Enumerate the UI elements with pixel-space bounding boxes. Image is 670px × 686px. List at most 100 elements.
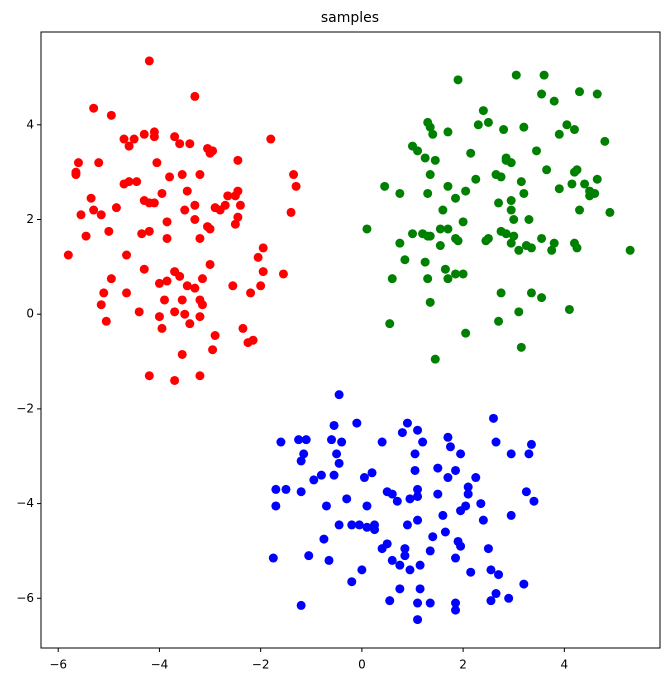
- point: [461, 186, 471, 196]
- point: [352, 418, 362, 428]
- point: [139, 129, 149, 139]
- point: [506, 205, 516, 215]
- point: [367, 468, 377, 478]
- point: [592, 89, 602, 99]
- point: [124, 141, 134, 151]
- point: [418, 437, 428, 447]
- point: [175, 271, 185, 281]
- point: [486, 596, 496, 606]
- point: [276, 437, 286, 447]
- point: [521, 487, 531, 497]
- point: [190, 214, 200, 224]
- point: [170, 375, 180, 385]
- point: [152, 158, 162, 168]
- point: [162, 276, 172, 286]
- point: [483, 117, 493, 127]
- point: [210, 331, 220, 341]
- point: [585, 191, 595, 201]
- point: [195, 312, 205, 322]
- point: [511, 70, 521, 80]
- point: [526, 243, 536, 253]
- point: [190, 283, 200, 293]
- point: [524, 214, 534, 224]
- point: [537, 89, 547, 99]
- point: [395, 238, 405, 248]
- point: [501, 229, 511, 239]
- point: [506, 196, 516, 206]
- point: [104, 226, 114, 236]
- point: [486, 565, 496, 575]
- point: [235, 200, 245, 210]
- y-tick-label: 4: [26, 117, 34, 131]
- point: [175, 139, 185, 149]
- point: [408, 229, 418, 239]
- point: [357, 565, 367, 575]
- point: [514, 245, 524, 255]
- point: [413, 615, 423, 625]
- point: [572, 165, 582, 175]
- point: [253, 252, 263, 262]
- point: [413, 146, 423, 156]
- point: [281, 484, 291, 494]
- chart-title: samples: [321, 10, 379, 26]
- point: [385, 596, 395, 606]
- point: [182, 281, 192, 291]
- point: [473, 120, 483, 130]
- point: [428, 532, 438, 542]
- point: [458, 269, 468, 279]
- point: [380, 181, 390, 191]
- point: [286, 207, 296, 217]
- point: [177, 170, 187, 180]
- point: [309, 475, 319, 485]
- point: [327, 435, 337, 445]
- point: [119, 179, 129, 189]
- plot-frame: [40, 31, 661, 649]
- point: [195, 233, 205, 243]
- point: [195, 170, 205, 180]
- point: [549, 238, 559, 248]
- point: [362, 224, 372, 234]
- point: [496, 172, 506, 182]
- point: [494, 570, 504, 580]
- point: [539, 70, 549, 80]
- point: [304, 551, 314, 561]
- point: [605, 207, 615, 217]
- point: [410, 465, 420, 475]
- point: [483, 544, 493, 554]
- point: [362, 501, 372, 511]
- point: [529, 496, 539, 506]
- point: [569, 125, 579, 135]
- point: [425, 170, 435, 180]
- point: [170, 132, 180, 142]
- point: [395, 584, 405, 594]
- point: [542, 165, 552, 175]
- x-tick-label: 4: [561, 658, 569, 672]
- point: [370, 525, 380, 535]
- point: [180, 309, 190, 319]
- point: [208, 345, 218, 355]
- x-tick-label: −6: [49, 658, 67, 672]
- point: [425, 231, 435, 241]
- point: [496, 288, 506, 298]
- point: [197, 300, 207, 310]
- point: [96, 210, 106, 220]
- point: [101, 316, 111, 326]
- point: [258, 267, 268, 277]
- point: [423, 274, 433, 284]
- point: [463, 489, 473, 499]
- point: [488, 413, 498, 423]
- point: [575, 87, 585, 97]
- point: [554, 184, 564, 194]
- point: [549, 96, 559, 106]
- point: [334, 458, 344, 468]
- point: [144, 371, 154, 381]
- point: [402, 418, 412, 428]
- point: [329, 420, 339, 430]
- point: [223, 191, 233, 201]
- point: [476, 499, 486, 509]
- point: [316, 470, 326, 480]
- point: [451, 598, 461, 608]
- point: [73, 158, 83, 168]
- y-tick-label: −4: [16, 496, 34, 510]
